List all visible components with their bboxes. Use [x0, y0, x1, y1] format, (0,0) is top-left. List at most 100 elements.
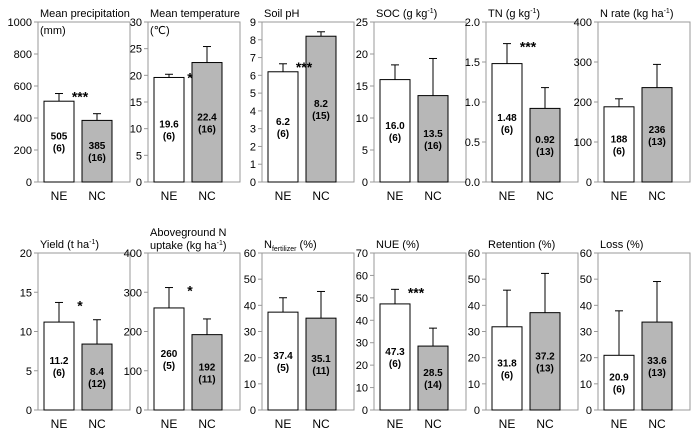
bar-n-label: (6)	[501, 370, 513, 381]
y-tick-label: 9	[250, 17, 256, 29]
bar	[379, 303, 411, 411]
y-tick-label: 30	[468, 327, 480, 339]
y-tick-label: 2	[250, 141, 256, 153]
chart-panel: 0 10 20 30 40 50 60 70 NUE (%) 47.3(6) NE 28.5(14) N…	[356, 239, 467, 431]
bar	[379, 79, 411, 183]
significance-marker: ***	[296, 59, 313, 75]
bar-n-label: (6)	[163, 132, 175, 143]
significance-marker: *	[77, 297, 83, 313]
y-tick-label: 200	[574, 97, 592, 109]
x-category-label: NE	[161, 417, 178, 431]
significance-marker: *	[187, 69, 193, 85]
chart-panel: 0 200 400 600 800 1000 Mean precipitation (mm) 5…	[8, 8, 131, 203]
panel-title-text: Mean temperature	[150, 8, 240, 20]
x-category-label: NE	[161, 189, 178, 203]
y-tick-label: 30	[244, 327, 256, 339]
bar	[417, 95, 449, 183]
x-category-label: NE	[611, 417, 628, 431]
bar	[305, 35, 337, 183]
y-tick-label: 5	[26, 366, 32, 378]
bar-n-label: (6)	[613, 385, 625, 396]
y-tick-label: 0	[250, 405, 256, 417]
panel-title: Nfertilizer (%)	[264, 239, 317, 253]
y-tick-label: 10	[20, 327, 32, 339]
y-tick-label: 400	[574, 17, 592, 29]
bar-n-label: (6)	[389, 133, 401, 144]
y-tick-label: 0	[26, 177, 32, 189]
y-tick-label: 30	[356, 338, 368, 350]
y-tick-label: 200	[14, 145, 32, 157]
y-tick-label: 5	[362, 145, 368, 157]
y-tick-label: 15	[356, 81, 368, 93]
panel-title-superscript: -1	[89, 239, 95, 246]
bar-n-label: (11)	[198, 374, 215, 385]
x-category-label: NE	[275, 189, 292, 203]
y-tick-label: 50	[580, 274, 592, 286]
bar	[491, 63, 523, 183]
bar-n-label: (15)	[312, 111, 330, 122]
x-category-label: NC	[312, 417, 330, 431]
panel-title: Loss (%)	[600, 239, 643, 251]
y-tick-label: 15	[20, 287, 32, 299]
x-category-label: NC	[424, 417, 442, 431]
bar	[641, 321, 673, 411]
bar-value-label: 20.9	[609, 373, 629, 384]
panel-title-text: NUE (%)	[376, 239, 419, 251]
panel-title-line2: uptake (kg ha-1)	[150, 240, 227, 252]
panel-title-text: TN (g kg	[488, 8, 530, 20]
bar-value-label: 13.5	[423, 129, 443, 140]
y-tick-label: 0.0	[465, 177, 480, 189]
bar-value-label: 260	[161, 349, 178, 360]
y-tick-label: 0	[586, 405, 592, 417]
y-tick-label: 30	[130, 17, 142, 29]
bar-n-label: (13)	[648, 137, 666, 148]
x-category-label: NC	[88, 189, 106, 203]
y-tick-label: 1000	[8, 17, 32, 29]
bar-n-label: (16)	[88, 153, 106, 164]
bar-value-label: 35.1	[311, 354, 331, 365]
y-tick-label: 300	[124, 287, 142, 299]
y-tick-label: 200	[124, 327, 142, 339]
y-tick-label: 10	[356, 383, 368, 395]
chart-panel: 0 100 200 300 400 N rate (kg ha-1) 188(6) NE 236…	[574, 8, 691, 203]
y-tick-label: 50	[244, 274, 256, 286]
y-tick-label: 1.5	[465, 57, 480, 69]
x-category-label: NC	[648, 189, 666, 203]
panel-title-text: Soil pH	[264, 8, 300, 20]
y-tick-label: 10	[580, 379, 592, 391]
bar-value-label: 188	[611, 134, 628, 145]
y-tick-label: 4	[250, 106, 256, 118]
chart-panel: 0 10 20 30 40 50 60 Retention (%) 31.8(6) NE 37.2(…	[468, 239, 579, 431]
y-tick-label: 40	[356, 315, 368, 327]
y-tick-label: 0	[362, 405, 368, 417]
bar-value-label: 505	[51, 132, 68, 143]
significance-marker: ***	[520, 39, 537, 55]
bar-value-label: 11.2	[50, 356, 69, 367]
chart-panel: 0 5 10 15 20 25 SOC (g kg-1) 16.0(6) NE 13.5(16) N…	[356, 8, 467, 203]
bar	[305, 317, 337, 411]
bar-n-label: (6)	[389, 359, 401, 370]
y-tick-label: 1.0	[465, 97, 480, 109]
bar-n-label: (11)	[312, 366, 329, 377]
bar-n-label: (5)	[163, 361, 175, 372]
bar	[153, 76, 185, 183]
bar-n-label: (6)	[277, 129, 289, 140]
panel-title: Soil pH	[264, 8, 300, 20]
bar	[153, 307, 185, 411]
panel-title-end: (%)	[296, 239, 316, 251]
panel-title-end: )	[223, 240, 227, 252]
x-category-label: NE	[275, 417, 292, 431]
y-tick-label: 25	[130, 44, 142, 56]
bar-value-label: 8.4	[90, 367, 104, 378]
y-tick-label: 10	[356, 113, 368, 125]
bar	[641, 87, 673, 183]
bar	[603, 106, 635, 183]
y-tick-label: 7	[250, 53, 256, 65]
y-tick-label: 50	[356, 293, 368, 305]
bar-value-label: 22.4	[197, 112, 217, 123]
panel-title-text: Yield (t ha	[40, 239, 90, 251]
panel-title: Aboveground N	[150, 227, 226, 239]
y-tick-label: 25	[356, 17, 368, 29]
